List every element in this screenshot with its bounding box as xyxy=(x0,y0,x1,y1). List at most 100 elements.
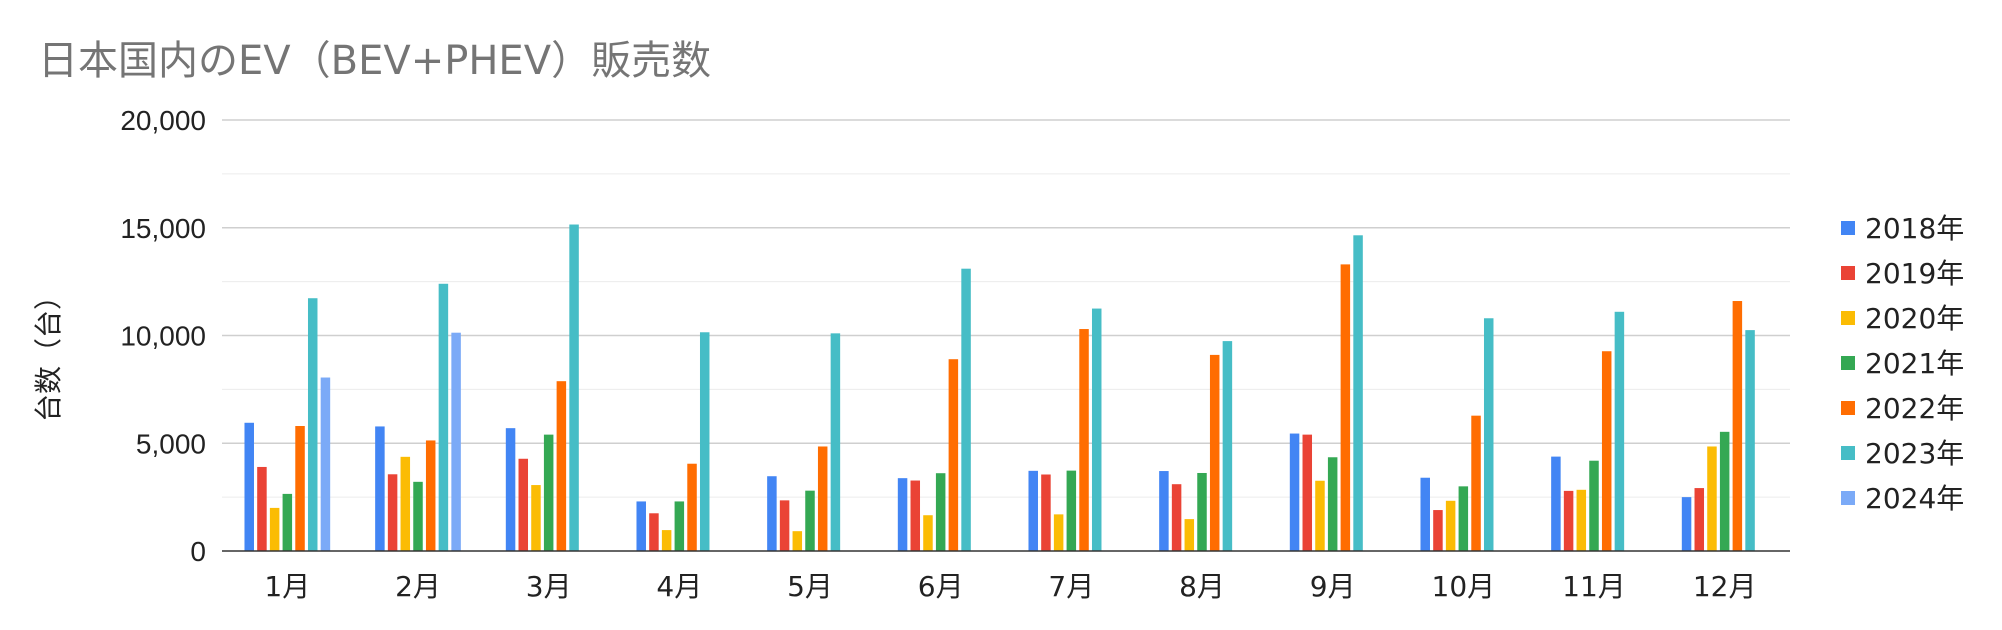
bar xyxy=(1745,330,1755,551)
y-tick-label: 20,000 xyxy=(120,105,206,136)
bar xyxy=(1694,488,1705,551)
y-tick-label: 10,000 xyxy=(120,321,206,352)
bar xyxy=(244,422,254,551)
bar xyxy=(661,530,672,551)
x-tick-label: 11月 xyxy=(1562,570,1626,603)
x-tick-label: 5月 xyxy=(787,570,833,603)
bar xyxy=(1209,354,1220,551)
bar xyxy=(1302,434,1313,551)
bar xyxy=(425,440,436,551)
x-tick-label: 1月 xyxy=(264,570,310,603)
bar xyxy=(1576,489,1587,551)
x-tick-label: 7月 xyxy=(1048,570,1094,603)
x-tick-label: 10月 xyxy=(1432,570,1496,603)
bar xyxy=(1707,446,1717,551)
bar xyxy=(636,501,646,551)
x-tick-labels: 1月 2月 3月 4月 5月 6月 7月 8月 9月 10月 11月 12月 xyxy=(264,570,1756,603)
x-tick-label: 6月 xyxy=(918,570,964,603)
bar xyxy=(257,466,267,551)
bar xyxy=(1589,460,1599,551)
legend-label: 2020年 xyxy=(1865,302,1964,335)
bar xyxy=(518,458,529,551)
legend-label: 2024年 xyxy=(1865,482,1964,515)
bar xyxy=(531,485,541,551)
bar xyxy=(948,359,959,551)
bar xyxy=(1681,497,1692,551)
bar xyxy=(413,481,423,551)
y-tick-label: 5,000 xyxy=(136,428,206,459)
bar xyxy=(1315,480,1325,551)
bar xyxy=(805,490,815,551)
bar xyxy=(438,283,449,551)
bar xyxy=(543,434,554,551)
bar xyxy=(505,428,516,551)
x-tick-label: 8月 xyxy=(1179,570,1225,603)
x-tick-label: 2月 xyxy=(395,570,441,603)
bar xyxy=(649,513,659,551)
bar xyxy=(1091,308,1102,551)
x-tick-label: 9月 xyxy=(1310,570,1356,603)
bar xyxy=(1184,519,1195,551)
bar xyxy=(320,377,331,551)
bar xyxy=(1353,235,1363,552)
bar xyxy=(451,332,461,551)
legend-swatch xyxy=(1841,401,1855,415)
bar xyxy=(556,381,567,551)
bar xyxy=(1197,472,1207,551)
y-tick-labels: 0 5,000 10,000 15,000 20,000 xyxy=(120,105,206,567)
bar xyxy=(830,333,841,551)
bar xyxy=(961,268,971,551)
bar xyxy=(1471,415,1481,551)
bar xyxy=(1066,470,1077,551)
bar xyxy=(1420,477,1430,551)
bar xyxy=(923,515,933,551)
bar xyxy=(1079,329,1089,551)
legend-swatch xyxy=(1841,311,1855,325)
legend-label: 2019年 xyxy=(1865,257,1964,290)
bar xyxy=(1041,474,1051,551)
bar xyxy=(269,507,280,551)
bar xyxy=(1327,457,1338,551)
bar xyxy=(1222,341,1233,551)
bar xyxy=(767,476,777,551)
legend-label: 2022年 xyxy=(1865,392,1964,425)
bar xyxy=(307,298,318,551)
bars xyxy=(244,224,1755,552)
chart-title: 日本国内のEV（BEV+PHEV）販売数 xyxy=(38,38,712,84)
bar xyxy=(1340,264,1351,551)
bar xyxy=(1053,514,1064,551)
bar xyxy=(817,446,828,551)
bar xyxy=(1171,484,1182,551)
bar xyxy=(569,224,579,551)
bar xyxy=(1719,431,1730,551)
y-axis-label: 台数（台） xyxy=(32,282,65,422)
legend: 2018年 2019年 2020年 2021年 2022年 2023年 2024年 xyxy=(1841,212,1964,515)
bar xyxy=(1445,500,1456,551)
legend-swatch xyxy=(1841,491,1855,505)
legend-swatch xyxy=(1841,266,1855,280)
bar xyxy=(897,478,908,551)
x-tick-label: 3月 xyxy=(526,570,572,603)
bar xyxy=(687,463,697,551)
bar xyxy=(1483,318,1494,551)
bar xyxy=(910,480,921,551)
x-tick-label: 12月 xyxy=(1693,570,1757,603)
legend-label: 2018年 xyxy=(1865,212,1964,245)
bar xyxy=(1458,486,1469,551)
bar xyxy=(792,531,803,551)
bar xyxy=(779,500,790,551)
bar xyxy=(1159,471,1169,551)
bar xyxy=(1614,311,1625,551)
bar xyxy=(375,426,385,551)
gridlines xyxy=(222,119,1790,498)
bar xyxy=(935,473,946,551)
bar xyxy=(1551,456,1561,551)
x-tick-label: 4月 xyxy=(656,570,702,603)
bar xyxy=(1563,490,1574,551)
bar xyxy=(1433,510,1443,551)
legend-swatch xyxy=(1841,446,1855,460)
bar xyxy=(282,493,293,551)
legend-label: 2023年 xyxy=(1865,437,1964,470)
bar xyxy=(1732,301,1743,551)
